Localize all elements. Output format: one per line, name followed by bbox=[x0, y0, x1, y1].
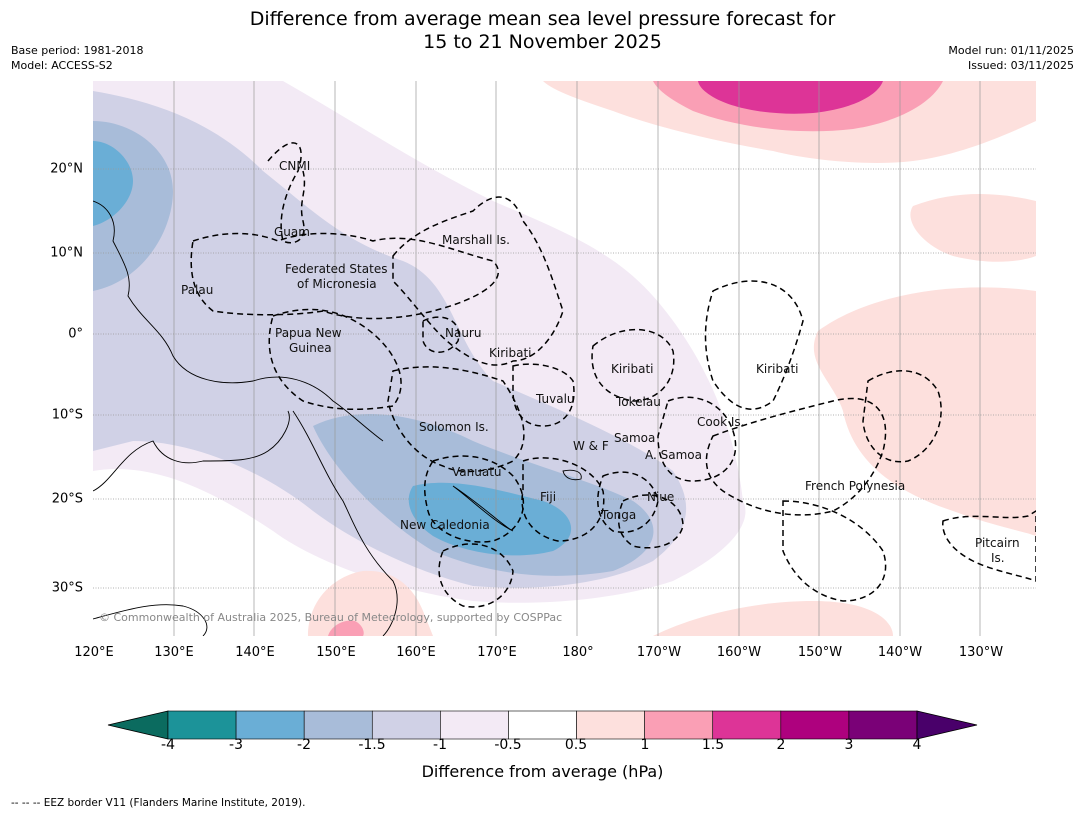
colorbar-bin-10 bbox=[848, 710, 918, 740]
meta-right: Model run: 01/11/2025 Issued: 03/11/2025 bbox=[948, 43, 1074, 73]
colorbar-bin-2 bbox=[303, 710, 373, 740]
label-fiji: Fiji bbox=[540, 490, 556, 504]
lat-label-10s: 10°S bbox=[51, 407, 83, 423]
colorbar-bin-8 bbox=[712, 710, 782, 740]
colorbar-bin-5 bbox=[508, 710, 577, 740]
label-nauru: Nauru bbox=[445, 326, 481, 340]
label-guam: Guam bbox=[274, 225, 310, 239]
label-pitcairn-1: Pitcairn bbox=[975, 536, 1020, 550]
lon-label-130w: 130°W bbox=[958, 645, 1004, 660]
colorbar-bin-3 bbox=[371, 710, 441, 740]
label-french-polynesia: French Polynesia bbox=[805, 479, 905, 493]
label-solomon: Solomon Is. bbox=[419, 420, 489, 434]
lon-label-170w: 170°W bbox=[636, 645, 682, 660]
cb-tick-0: -4 bbox=[161, 737, 175, 753]
lat-label-20s: 20°S bbox=[51, 491, 83, 507]
base-period: Base period: 1981-2018 bbox=[11, 44, 144, 57]
label-png-2: Guinea bbox=[289, 341, 332, 355]
colorbar bbox=[107, 710, 978, 740]
lon-label-180: 180° bbox=[562, 645, 594, 660]
label-wf: W & F bbox=[573, 439, 609, 453]
chart-title: Difference from average mean sea level p… bbox=[0, 8, 1085, 54]
lon-label-140w: 140°W bbox=[877, 645, 923, 660]
label-kiribati-e: Kiribati bbox=[756, 362, 798, 376]
label-fsm-2: of Micronesia bbox=[297, 277, 377, 291]
label-asamoa: A. Samoa bbox=[645, 448, 702, 462]
eez-borders bbox=[190, 142, 1036, 608]
label-tokelau: Tokelau bbox=[615, 395, 661, 409]
cb-tick-10: 3 bbox=[844, 737, 854, 753]
label-new-caledonia: New Caledonia bbox=[400, 518, 490, 532]
meta-left: Base period: 1981-2018 Model: ACCESS-S2 bbox=[11, 43, 143, 73]
anomaly-minus-2 bbox=[93, 141, 572, 556]
lon-label-160w: 160°W bbox=[716, 645, 762, 660]
cb-tick-5: -0.5 bbox=[494, 737, 522, 753]
label-marshall: Marshall Is. bbox=[442, 233, 510, 247]
model-run: Model run: 01/11/2025 bbox=[948, 44, 1074, 57]
cb-tick-6: 0.5 bbox=[564, 737, 588, 753]
label-niue: Niue bbox=[647, 490, 674, 504]
colorbar-bin-7 bbox=[644, 710, 714, 740]
eez-footnote: -- -- -- EEZ border V11 (Flanders Marine… bbox=[11, 797, 306, 809]
colorbar-below-min bbox=[107, 710, 169, 740]
label-tuvalu: Tuvalu bbox=[535, 392, 575, 406]
colorbar-above-max bbox=[916, 710, 978, 740]
label-cnmi: CNMI bbox=[279, 159, 310, 173]
place-labels: CNMI Guam Marshall Is. Federated States … bbox=[181, 159, 1020, 565]
lon-label-130e: 130°E bbox=[154, 645, 194, 660]
copyright-notice: © Commonwealth of Australia 2025, Bureau… bbox=[99, 611, 562, 624]
lat-label-0: 0° bbox=[68, 326, 83, 342]
label-pitcairn-2: Is. bbox=[991, 551, 1005, 565]
lon-label-150w: 150°W bbox=[797, 645, 843, 660]
colorbar-bins bbox=[167, 710, 918, 740]
cb-tick-4: -1 bbox=[433, 737, 447, 753]
label-png-1: Papua New bbox=[275, 326, 342, 340]
cb-tick-2: -2 bbox=[297, 737, 311, 753]
colorbar-bin-0 bbox=[167, 710, 237, 740]
label-vanuatu: Vanuatu bbox=[452, 465, 502, 479]
cb-tick-11: 4 bbox=[912, 737, 922, 753]
colorbar-bin-4 bbox=[440, 710, 509, 740]
lat-label-20n: 20°N bbox=[50, 161, 83, 177]
colorbar-bin-6 bbox=[576, 710, 645, 740]
label-samoa: Samoa bbox=[614, 431, 655, 445]
issued-date: Issued: 03/11/2025 bbox=[967, 59, 1074, 72]
lon-label-160e: 160°E bbox=[396, 645, 436, 660]
lat-label-30s: 30°S bbox=[51, 580, 83, 596]
anomaly-plus-1-5 bbox=[698, 81, 883, 114]
label-palau: Palau bbox=[181, 283, 213, 297]
label-cook: Cook Is. bbox=[697, 415, 744, 429]
cb-tick-9: 2 bbox=[776, 737, 786, 753]
coastlines bbox=[93, 200, 582, 636]
title-line-1: Difference from average mean sea level p… bbox=[249, 8, 836, 30]
label-fsm-1: Federated States bbox=[285, 262, 387, 276]
cb-tick-1: -3 bbox=[229, 737, 243, 753]
lon-label-170e: 170°E bbox=[477, 645, 517, 660]
pressure-anomaly-map: CNMI Guam Marshall Is. Federated States … bbox=[93, 81, 1036, 636]
anomaly-minus-1-5 bbox=[93, 121, 654, 576]
label-kiribati-c: Kiribati bbox=[611, 362, 653, 376]
anomaly-minus-1 bbox=[93, 91, 687, 588]
anomaly-plus-1-south bbox=[328, 620, 364, 636]
lon-label-140e: 140°E bbox=[235, 645, 275, 660]
cb-tick-8: 1.5 bbox=[701, 737, 725, 753]
anomaly-plus-0-5-east bbox=[813, 194, 1036, 536]
anomaly-plus-0-5-south bbox=[308, 570, 893, 636]
title-line-2: 15 to 21 November 2025 bbox=[423, 31, 662, 53]
label-tonga: Tonga bbox=[600, 508, 636, 522]
label-kiribati-w: Kiribati bbox=[489, 346, 531, 360]
lat-label-10n: 10°N bbox=[50, 245, 83, 261]
model-name: Model: ACCESS-S2 bbox=[11, 59, 113, 72]
lon-label-150e: 150°E bbox=[316, 645, 356, 660]
cb-tick-3: -1.5 bbox=[358, 737, 386, 753]
colorbar-bin-9 bbox=[780, 710, 850, 740]
cb-tick-7: 1 bbox=[640, 737, 650, 753]
colorbar-label: Difference from average (hPa) bbox=[421, 762, 664, 781]
graticule bbox=[93, 81, 1036, 636]
colorbar-bin-1 bbox=[235, 710, 305, 740]
lon-label-120e: 120°E bbox=[74, 645, 114, 660]
